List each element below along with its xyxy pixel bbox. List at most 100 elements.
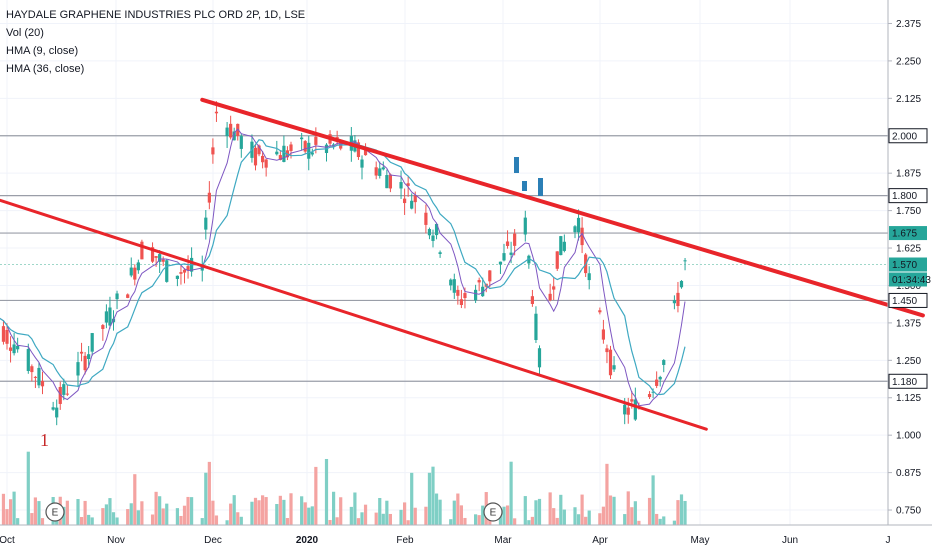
volume-bar xyxy=(8,499,13,525)
candle-body xyxy=(498,261,503,265)
volume-bar xyxy=(424,506,428,525)
price-label-text: 1.450 xyxy=(892,296,917,307)
legend-volume[interactable]: Vol (20) xyxy=(6,27,44,39)
volume-bar xyxy=(285,518,290,525)
candlestick-series xyxy=(1,101,687,426)
price-label-text: 1.800 xyxy=(892,191,917,202)
volume-bar xyxy=(530,516,534,525)
volume-bar xyxy=(623,514,627,525)
price-label-box xyxy=(889,272,927,287)
candle-body xyxy=(165,260,169,282)
price-label-text: 1.180 xyxy=(892,377,917,388)
candle-body xyxy=(261,155,265,163)
candle-body xyxy=(314,136,318,145)
price-label-text: 1.570 xyxy=(892,260,917,271)
volume-bar xyxy=(683,500,687,525)
volume-bar xyxy=(250,501,254,525)
volume-bar xyxy=(275,504,279,525)
volume-bar xyxy=(30,513,34,525)
volume-bar xyxy=(104,504,108,525)
candle-body xyxy=(175,275,179,279)
volume-bar xyxy=(388,513,392,525)
price-label-box xyxy=(888,128,928,144)
candle-body xyxy=(374,167,378,176)
volume-bar xyxy=(449,519,453,525)
volume-bar xyxy=(509,461,513,525)
volume-bar xyxy=(434,493,439,525)
volume-bar xyxy=(651,475,655,525)
candle-body xyxy=(207,192,211,203)
candle-body xyxy=(30,366,34,373)
volume-bar xyxy=(129,503,133,525)
volume-bar xyxy=(150,514,155,525)
candle-body xyxy=(573,226,577,233)
trendline xyxy=(200,97,925,318)
candle-body xyxy=(527,255,531,264)
volume-bar xyxy=(65,500,69,525)
volume-bar xyxy=(534,500,538,525)
candle-body xyxy=(154,256,158,258)
hma-9-line xyxy=(0,128,686,407)
candle-body xyxy=(229,123,233,138)
candle-body xyxy=(186,266,190,271)
volume-bar xyxy=(126,509,130,525)
candle-body xyxy=(16,345,20,350)
volume-bar xyxy=(410,472,414,525)
candle-body xyxy=(253,147,258,166)
candle-body xyxy=(562,241,566,251)
y-tick-label: 1.250 xyxy=(896,356,921,367)
candle-body xyxy=(431,235,435,241)
price-label-text: 01:34:43 xyxy=(892,275,931,286)
x-tick-label: Mar xyxy=(494,535,512,546)
volume-bar xyxy=(186,496,190,525)
candle-body xyxy=(133,267,137,280)
volume-bar xyxy=(328,519,332,525)
candle-body xyxy=(459,299,463,305)
price-axis: 2.3752.2502.1252.0001.8751.7501.6251.500… xyxy=(887,0,931,525)
earnings-marker xyxy=(483,502,503,522)
candle-body xyxy=(655,379,659,386)
volume-bar xyxy=(225,520,229,525)
volume-bar xyxy=(552,508,556,525)
candle-body xyxy=(502,253,506,261)
candle-body xyxy=(150,247,155,262)
volume-bar xyxy=(374,512,378,525)
candle-body xyxy=(378,168,382,176)
candle-body xyxy=(236,123,240,136)
volume-bar xyxy=(573,507,577,525)
volume-bar xyxy=(300,496,304,525)
volume-bar xyxy=(190,497,194,525)
candle-body xyxy=(257,145,261,155)
volume-bar xyxy=(474,514,478,525)
legend-hma-36[interactable]: HMA (36, close) xyxy=(6,63,85,75)
signal-bar xyxy=(522,181,527,191)
volume-bar xyxy=(310,506,314,525)
legend-hma-9[interactable]: HMA (9, close) xyxy=(6,45,79,57)
volume-bar xyxy=(427,472,432,525)
volume-bar xyxy=(548,492,552,525)
volume-bar xyxy=(179,515,183,525)
chart-legend: HAYDALE GRAPHENE INDUSTRIES PLC ORD 2P, … xyxy=(6,6,305,78)
volume-bar xyxy=(612,496,616,525)
x-tick-label: Oct xyxy=(0,535,15,546)
y-tick-label: 1.125 xyxy=(896,393,921,404)
candle-body xyxy=(161,259,165,262)
volume-bar xyxy=(633,501,637,525)
y-tick-label: 2.125 xyxy=(896,94,921,105)
volume-bar xyxy=(158,496,162,525)
volume-bar xyxy=(598,513,602,525)
candle-body xyxy=(580,227,584,246)
volume-bar xyxy=(626,491,630,525)
volume-bar xyxy=(363,504,368,525)
volume-bar xyxy=(175,508,179,525)
volume-bar xyxy=(523,496,527,525)
volume-bar xyxy=(452,500,456,525)
price-label-box xyxy=(888,292,928,308)
x-tick-label: May xyxy=(691,535,710,546)
volume-bar xyxy=(261,495,265,525)
candle-body xyxy=(530,296,534,304)
candle-body xyxy=(658,376,662,380)
candle-body xyxy=(509,252,513,255)
candle-body xyxy=(264,159,268,168)
